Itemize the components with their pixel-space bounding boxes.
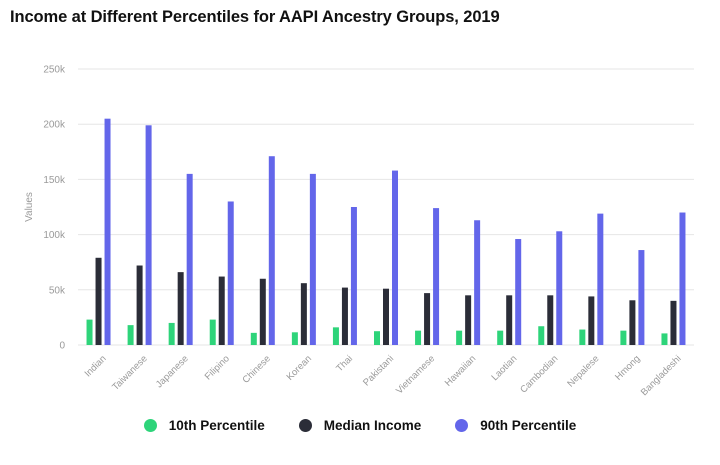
bar-median-income-pakistani[interactable] [383, 288, 389, 345]
bar-10th-percentile-taiwanese[interactable] [127, 325, 134, 345]
legend: 10th Percentile Median Income 90th Percent… [0, 418, 720, 433]
x-tick-label: Vietnamese [394, 353, 437, 396]
x-tick-label: Hmong [613, 353, 642, 382]
bar-10th-percentile-hmong[interactable] [620, 330, 627, 345]
bar-90th-percentile-hawaiian[interactable] [474, 220, 481, 345]
legend-label: 10th Percentile [168, 418, 265, 433]
y-axis-ticks: 0 50k 100k 150k 200k 250k [43, 65, 66, 352]
y-tick-label: 50k [49, 285, 66, 296]
bar-median-income-indian[interactable] [95, 257, 102, 345]
bar-median-income-filipino[interactable] [218, 276, 225, 345]
y-tick-label: 100k [43, 230, 66, 241]
x-tick-label: Thai [334, 353, 355, 374]
x-tick-label: Japanese [154, 353, 191, 390]
bar-90th-percentile-cambodian[interactable] [556, 231, 563, 345]
bar-90th-percentile-vietnamese[interactable] [433, 208, 440, 345]
legend-swatch [455, 419, 469, 432]
bar-90th-percentile-hmong[interactable] [638, 250, 645, 345]
x-tick-label: Nepalese [565, 353, 601, 389]
x-tick-label: Cambodian [518, 353, 560, 395]
y-axis-label: Values [24, 192, 35, 222]
y-tick-label: 0 [59, 341, 65, 352]
bar-10th-percentile-korean[interactable] [291, 332, 298, 345]
bar-10th-percentile-vietnamese[interactable] [415, 330, 422, 345]
bar-10th-percentile-filipino[interactable] [209, 319, 216, 345]
bar-10th-percentile-thai[interactable] [332, 327, 339, 345]
x-tick-label: Bangladeshi [639, 353, 684, 398]
bar-10th-percentile-indian[interactable] [86, 319, 93, 345]
legend-swatch [143, 419, 157, 432]
bar-10th-percentile-bangladeshi[interactable] [661, 333, 668, 345]
legend-item[interactable]: Median Income [298, 418, 422, 433]
bar-10th-percentile-cambodian[interactable] [538, 326, 545, 345]
x-tick-label: Pakistani [361, 353, 396, 388]
bar-90th-percentile-taiwanese[interactable] [145, 125, 152, 345]
bar-10th-percentile-chinese[interactable] [250, 332, 257, 345]
legend-label: 90th Percentile [480, 418, 577, 433]
bar-90th-percentile-thai[interactable] [350, 207, 357, 345]
x-tick-label: Chinese [240, 353, 272, 385]
bar-90th-percentile-nepalese[interactable] [597, 213, 604, 345]
bar-90th-percentile-indian[interactable] [104, 118, 111, 346]
x-tick-label: Korean [285, 353, 314, 382]
bar-median-income-bangladeshi[interactable] [670, 300, 677, 345]
bar-90th-percentile-chinese[interactable] [268, 156, 275, 345]
legend-label: Median Income [323, 418, 422, 433]
y-tick-label: 200k [43, 120, 66, 131]
bar-90th-percentile-japanese[interactable] [186, 173, 193, 345]
x-tick-label: Indian [83, 353, 109, 379]
x-tick-label: Laotian [490, 353, 520, 383]
chart-title: Income at Different Percentiles for AAPI… [10, 8, 500, 26]
bar-median-income-hmong[interactable] [629, 300, 636, 345]
bar-10th-percentile-pakistani[interactable] [374, 331, 380, 345]
bar-median-income-cambodian[interactable] [547, 295, 554, 345]
bar-median-income-thai[interactable] [341, 287, 348, 345]
y-tick-label: 250k [43, 65, 66, 76]
bar-10th-percentile-japanese[interactable] [168, 322, 175, 345]
legend-item[interactable]: 90th Percentile [455, 418, 576, 433]
bar-10th-percentile-hawaiian[interactable] [456, 330, 463, 345]
bar-90th-percentile-filipino[interactable] [227, 201, 234, 345]
bar-10th-percentile-nepalese[interactable] [579, 329, 586, 345]
bar-median-income-japanese[interactable] [177, 272, 184, 345]
x-axis-ticks: Indian Taiwanese Japanese Filipino Chinese Ko… [83, 353, 684, 398]
bar-median-income-nepalese[interactable] [588, 296, 595, 345]
x-tick-label: Filipino [203, 353, 232, 382]
bar-median-income-taiwanese[interactable] [136, 265, 143, 345]
bar-90th-percentile-pakistani[interactable] [392, 170, 398, 345]
bar-median-income-chinese[interactable] [259, 278, 266, 345]
bars [86, 118, 686, 346]
bar-median-income-vietnamese[interactable] [424, 293, 431, 345]
bar-median-income-korean[interactable] [300, 283, 307, 345]
legend-item[interactable]: 10th Percentile [143, 418, 265, 433]
x-tick-label: Hawaiian [443, 353, 478, 388]
bar-90th-percentile-bangladeshi[interactable] [679, 212, 686, 345]
bar-10th-percentile-laotian[interactable] [497, 330, 504, 345]
bar-median-income-laotian[interactable] [506, 295, 513, 345]
bar-90th-percentile-laotian[interactable] [515, 239, 522, 345]
bar-90th-percentile-korean[interactable] [309, 173, 316, 345]
legend-swatch [298, 419, 312, 432]
bar-median-income-hawaiian[interactable] [465, 295, 472, 345]
y-tick-label: 150k [43, 175, 66, 186]
x-tick-label: Taiwanese [110, 353, 150, 393]
